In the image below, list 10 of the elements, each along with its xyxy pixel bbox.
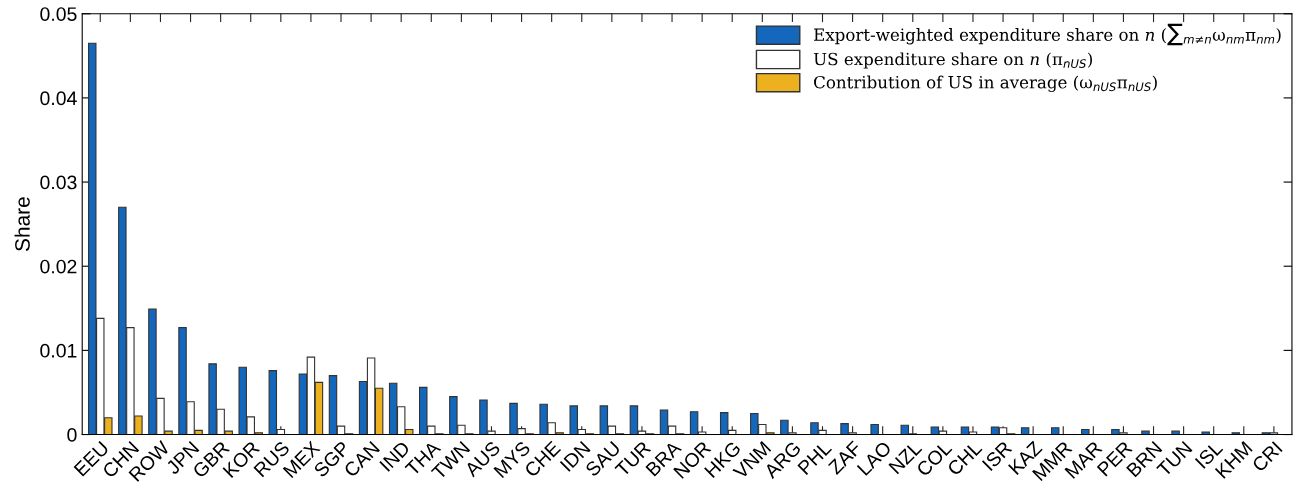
y-tick-label: 0.05 (40, 7, 77, 21)
y-tick-label: 0.02 (40, 259, 77, 274)
y-axis-title: Share (14, 197, 30, 251)
y-tick-label: 0 (67, 428, 77, 442)
legend-label: US expenditure share on 𝑛 (π$_{nUS}$) (813, 52, 1093, 69)
y-tick-label: 0.03 (40, 175, 77, 190)
y-tick-label: 0.01 (40, 343, 77, 358)
legend-label: Contribution of US in average (ω$_{nUS}$π$_{nUS}$) (814, 75, 1157, 92)
y-tick-label: 0.04 (40, 91, 77, 106)
legend-label: Export-weighted expenditure share on 𝑛 (∑$_{m≠n}$ω$_{nm}$π$_{nm}$) (814, 23, 1281, 46)
